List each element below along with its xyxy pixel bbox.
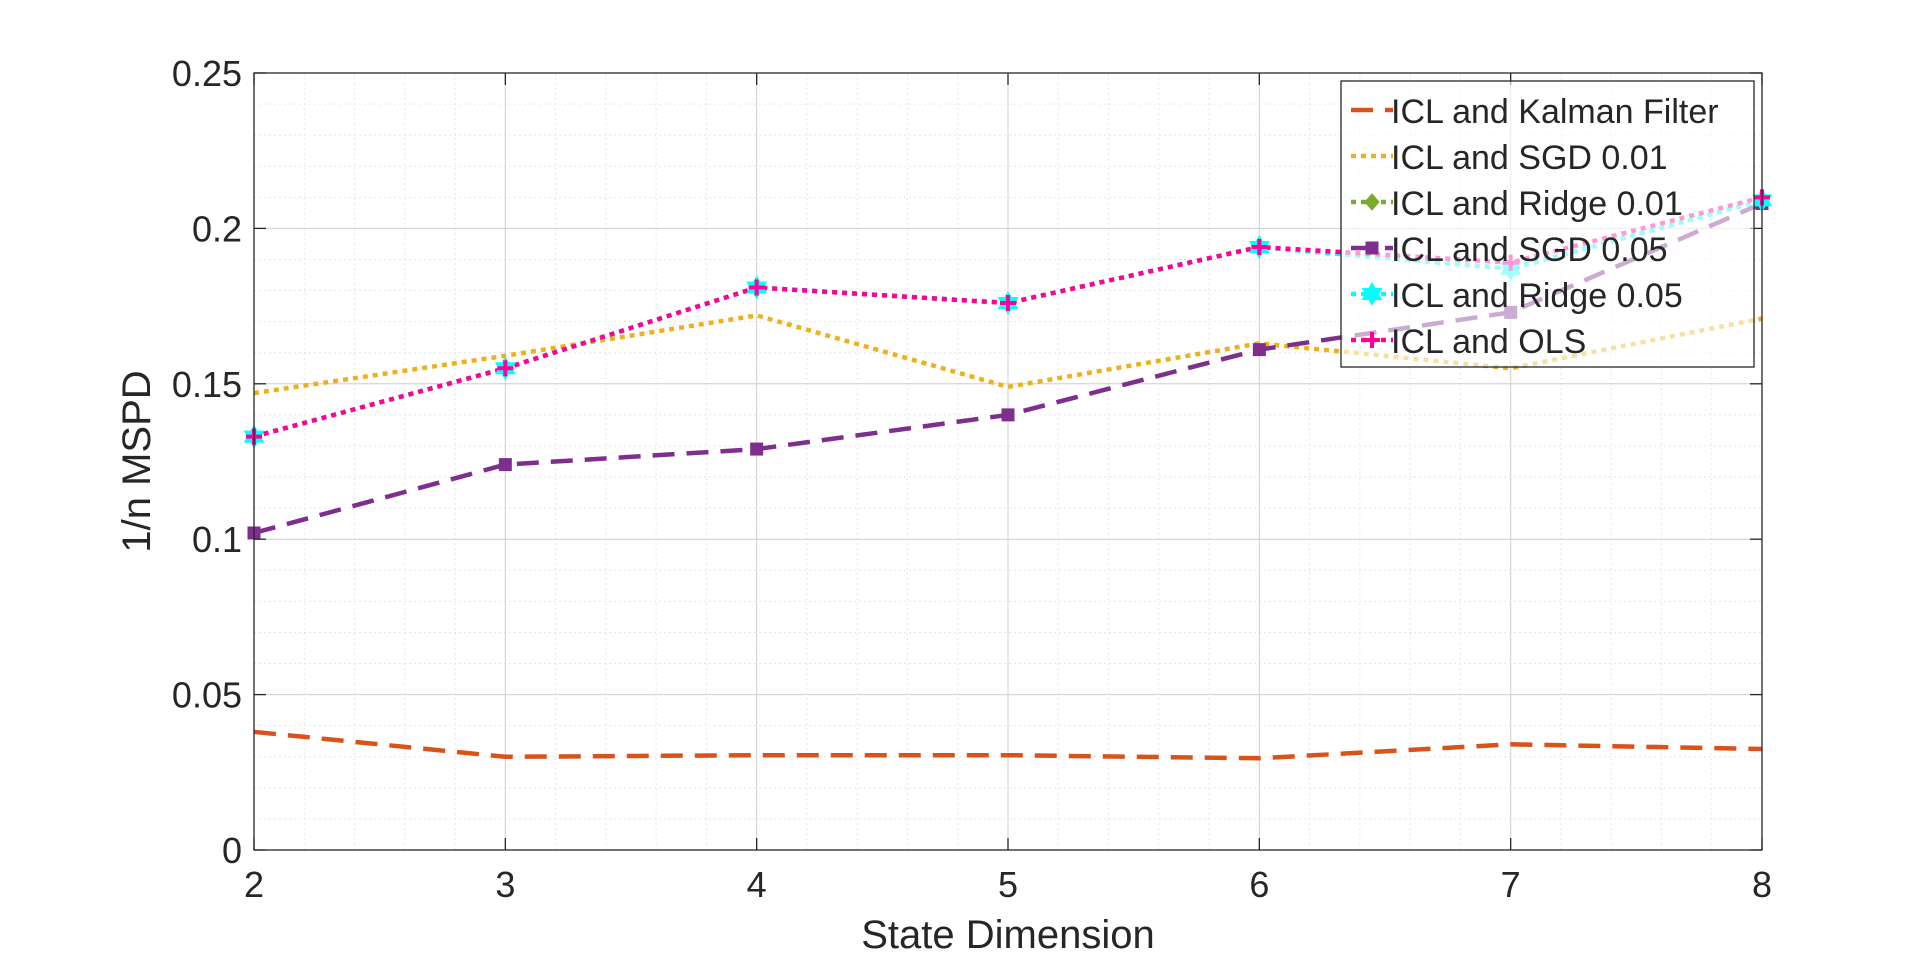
- data-point-series-3: [750, 442, 764, 456]
- data-point-series-3: [1252, 343, 1266, 357]
- legend-item[interactable]: ICL and Ridge 0.05: [1351, 277, 1683, 315]
- ticks: [253, 72, 1763, 851]
- x-tick-label: 2: [244, 864, 264, 905]
- legend-marker-4: [1361, 281, 1383, 307]
- series-line-0: [253, 729, 1763, 761]
- y-tick-label: 0.25: [172, 53, 242, 94]
- data-point-series-5: [748, 279, 765, 296]
- legend-label-1: ICL and SGD 0.01: [1391, 139, 1668, 177]
- legend-item[interactable]: ICL and SGD 0.05: [1351, 231, 1668, 269]
- legend-box: [1340, 80, 1755, 368]
- data-point-series-5: [1251, 239, 1268, 256]
- legend-item[interactable]: ICL and OLS: [1351, 323, 1586, 361]
- legend-marker-3: [1365, 241, 1379, 255]
- series-line-1: [253, 313, 1763, 396]
- legend-item[interactable]: ICL and SGD 0.01: [1351, 139, 1668, 177]
- legend[interactable]: ICL and Kalman Filter ICL and SGD 0.01 ICL…: [1340, 80, 1755, 368]
- y-tick-label: 0.1: [192, 519, 242, 560]
- legend-marker-5: [1364, 332, 1380, 348]
- y-axis-label: 1/n MSPD: [115, 370, 159, 552]
- data-point-series-3: [498, 458, 512, 472]
- x-tick-label: 6: [1249, 864, 1269, 905]
- x-axis-label: State Dimension: [861, 913, 1154, 955]
- x-tick-label: 5: [998, 864, 1018, 905]
- y-tick-label: 0.2: [192, 208, 242, 249]
- y-tick-label: 0: [222, 830, 242, 871]
- data-point-series-5: [1000, 294, 1016, 311]
- data-point-series-5: [497, 360, 514, 377]
- legend-marker-2: [1364, 193, 1380, 211]
- data-point-series-3: [1001, 408, 1015, 422]
- series-markers: [243, 188, 1773, 540]
- legend-label-0: ICL and Kalman Filter: [1391, 93, 1719, 131]
- legend-label-3: ICL and SGD 0.05: [1391, 231, 1668, 269]
- legend-label-4: ICL and Ridge 0.05: [1391, 277, 1683, 315]
- tick-labels: 2 3 4 5 6 7 8 0 0.05 0.1 0.15 0.2 0.25: [172, 53, 1772, 905]
- y-tick-label: 0.05: [172, 675, 242, 716]
- y-tick-label: 0.15: [172, 364, 242, 405]
- x-tick-label: 4: [747, 864, 767, 905]
- legend-label-5: ICL and OLS: [1391, 323, 1586, 361]
- x-tick-label: 8: [1752, 864, 1772, 905]
- legend-marker-4-part: [1361, 288, 1383, 307]
- legend-item[interactable]: ICL and Kalman Filter: [1351, 93, 1719, 131]
- x-tick-label: 7: [1501, 864, 1521, 905]
- x-tick-label: 3: [495, 864, 515, 905]
- legend-item[interactable]: ICL and Ridge 0.01: [1351, 185, 1683, 223]
- legend-label-2: ICL and Ridge 0.01: [1391, 185, 1683, 223]
